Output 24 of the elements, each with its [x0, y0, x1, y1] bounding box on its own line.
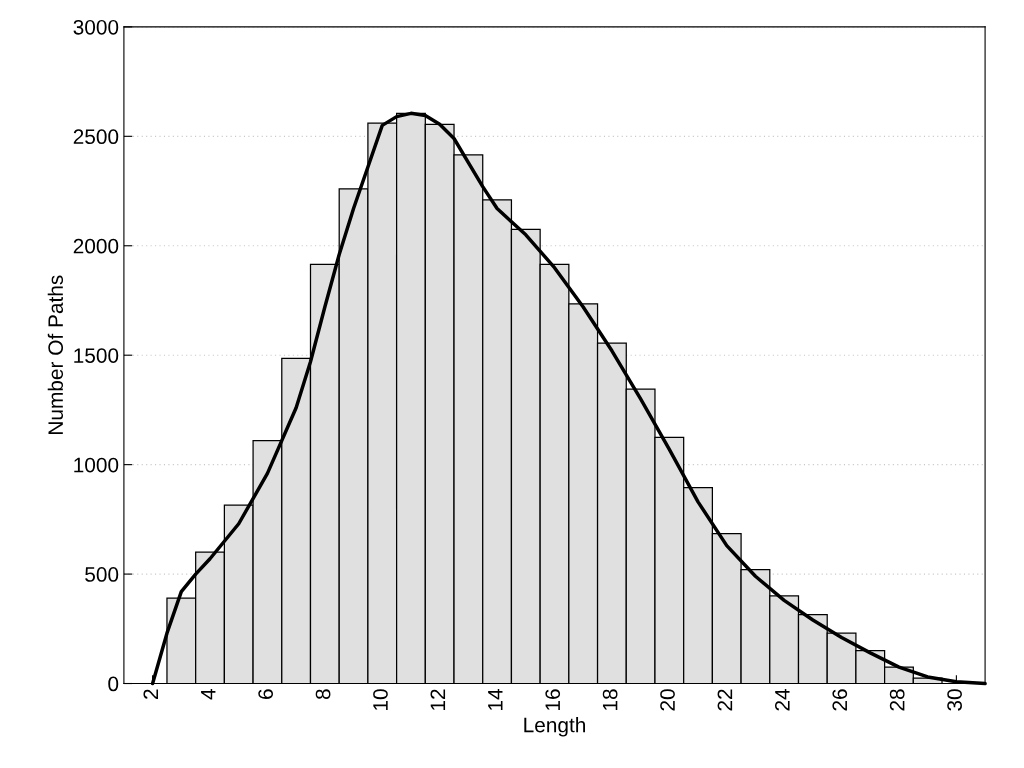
y-tick-label: 0 — [108, 676, 119, 692]
x-tick-label: 30 — [947, 689, 962, 711]
y-tick-label: 500 — [85, 567, 119, 582]
x-tick-label: 2 — [143, 689, 158, 699]
y-axis-title: Number Of Paths — [47, 275, 64, 434]
x-tick-label: 20 — [660, 689, 675, 711]
y-tick-label: 1500 — [74, 348, 119, 363]
x-tick-label: 4 — [201, 688, 216, 700]
x-tick-label: 22 — [717, 689, 733, 711]
x-tick-label: 12 — [430, 689, 446, 710]
x-tick-label: 14 — [488, 688, 503, 710]
x-tick-label: 18 — [602, 689, 618, 710]
x-tick-label: 10 — [373, 689, 388, 710]
y-tick-label: 1000 — [74, 457, 119, 473]
y-tick-label: 2500 — [73, 129, 119, 145]
x-tick-label: 6 — [258, 689, 274, 699]
x-tick-label: 28 — [889, 689, 905, 711]
x-tick-label: 24 — [774, 688, 790, 711]
x-tick-label: 26 — [832, 689, 848, 711]
y-tick-label: 2000 — [73, 238, 119, 254]
x-tick-label: 16 — [545, 689, 561, 710]
y-tick-label: 3000 — [73, 19, 119, 35]
x-axis-title: Length — [524, 717, 586, 737]
x-tick-label: 8 — [315, 689, 331, 700]
